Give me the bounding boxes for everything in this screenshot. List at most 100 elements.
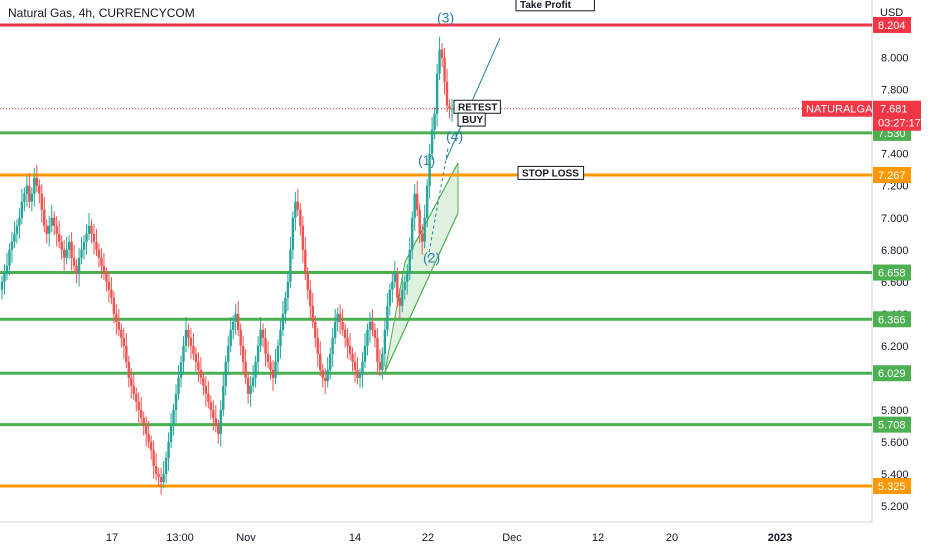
candle-body[interactable] xyxy=(179,361,183,378)
candle-body[interactable] xyxy=(418,209,421,234)
candle-body[interactable] xyxy=(316,337,319,354)
candle-body[interactable] xyxy=(254,361,257,378)
candle-body[interactable] xyxy=(187,329,190,338)
candle-body[interactable] xyxy=(249,385,252,394)
candle-body[interactable] xyxy=(95,241,98,250)
candle-body[interactable] xyxy=(97,249,101,258)
candle-body[interactable] xyxy=(314,321,317,338)
candle-body[interactable] xyxy=(120,329,123,338)
candle-body[interactable] xyxy=(125,345,128,362)
candle-body[interactable] xyxy=(450,108,454,110)
candle-body[interactable] xyxy=(309,289,312,306)
candle-body[interactable] xyxy=(100,257,103,266)
candle-body[interactable] xyxy=(336,313,339,322)
candle-body[interactable] xyxy=(373,329,377,338)
candle-body[interactable] xyxy=(45,225,48,234)
candle-body[interactable] xyxy=(411,217,414,250)
candle-body[interactable] xyxy=(43,209,46,226)
candle-body[interactable] xyxy=(351,353,354,362)
candle-body[interactable] xyxy=(435,73,439,114)
candle-body[interactable] xyxy=(127,361,130,378)
candle-body[interactable] xyxy=(8,249,11,266)
candle-body[interactable] xyxy=(25,185,29,194)
candle-body[interactable] xyxy=(264,337,267,354)
candle-body[interactable] xyxy=(10,241,14,250)
candle-body[interactable] xyxy=(182,345,185,362)
candle-body[interactable] xyxy=(177,377,180,394)
candle-body[interactable] xyxy=(90,225,93,234)
candle-body[interactable] xyxy=(286,281,290,298)
candle-body[interactable] xyxy=(152,449,155,466)
candle-body[interactable] xyxy=(189,337,193,346)
candle-body[interactable] xyxy=(154,465,158,474)
candle-body[interactable] xyxy=(341,321,344,330)
candle-body[interactable] xyxy=(433,113,436,130)
candle-body[interactable] xyxy=(85,233,88,242)
candle-body[interactable] xyxy=(28,185,31,202)
candle-body[interactable] xyxy=(202,377,205,386)
candle-body[interactable] xyxy=(443,57,446,82)
candle-body[interactable] xyxy=(102,265,106,274)
candle-body[interactable] xyxy=(363,345,367,362)
candle-body[interactable] xyxy=(135,393,138,402)
candle-body[interactable] xyxy=(388,289,392,306)
candle-body[interactable] xyxy=(301,225,305,250)
candle-body[interactable] xyxy=(18,217,21,226)
candle-body[interactable] xyxy=(40,193,43,210)
candle-body[interactable] xyxy=(406,273,409,282)
candle-body[interactable] xyxy=(105,273,108,282)
candle-body[interactable] xyxy=(279,329,282,346)
candle-body[interactable] xyxy=(366,329,369,346)
candle-body[interactable] xyxy=(207,393,210,402)
annotation-box[interactable] xyxy=(517,165,585,180)
candle-body[interactable] xyxy=(204,385,208,394)
candle-body[interactable] xyxy=(5,265,9,274)
candle-body[interactable] xyxy=(234,313,237,322)
candle-body[interactable] xyxy=(87,225,91,234)
candle-body[interactable] xyxy=(167,441,170,458)
candle-body[interactable] xyxy=(296,201,300,210)
candle-body[interactable] xyxy=(15,225,19,234)
candle-body[interactable] xyxy=(55,225,58,234)
candle-body[interactable] xyxy=(438,49,441,74)
candle-body[interactable] xyxy=(67,241,71,250)
candle-body[interactable] xyxy=(321,369,324,378)
candle-body[interactable] xyxy=(184,329,188,346)
candle-body[interactable] xyxy=(33,177,36,194)
candle-body[interactable] xyxy=(333,321,337,338)
candle-body[interactable] xyxy=(75,265,78,274)
candle-body[interactable] xyxy=(304,249,307,274)
candle-body[interactable] xyxy=(122,337,126,346)
annotation-box[interactable] xyxy=(515,0,595,12)
candle-body[interactable] xyxy=(169,425,173,442)
candle-body[interactable] xyxy=(229,329,232,346)
candle-body[interactable] xyxy=(110,289,113,298)
candle-body[interactable] xyxy=(348,345,352,354)
candle-body[interactable] xyxy=(423,217,426,242)
candle-body[interactable] xyxy=(324,377,327,382)
candle-body[interactable] xyxy=(219,409,222,434)
candle-body[interactable] xyxy=(353,361,357,370)
candle-body[interactable] xyxy=(23,193,26,202)
candle-body[interactable] xyxy=(112,297,116,314)
candle-body[interactable] xyxy=(62,249,66,258)
candle-body[interactable] xyxy=(378,361,382,370)
candle-body[interactable] xyxy=(251,377,255,386)
candle-body[interactable] xyxy=(420,233,424,242)
candle-body[interactable] xyxy=(224,361,227,386)
candle-body[interactable] xyxy=(343,329,347,338)
candle-body[interactable] xyxy=(3,273,6,282)
candle-body[interactable] xyxy=(440,49,444,58)
candle-body[interactable] xyxy=(338,313,342,322)
candle-body[interactable] xyxy=(35,177,39,186)
candle-body[interactable] xyxy=(408,249,411,274)
candle-body[interactable] xyxy=(137,401,140,410)
candle-body[interactable] xyxy=(232,321,235,330)
candle-body[interactable] xyxy=(144,425,148,434)
candle-body[interactable] xyxy=(149,441,153,450)
candle-body[interactable] xyxy=(291,217,295,250)
candle-body[interactable] xyxy=(147,433,150,442)
candle-body[interactable] xyxy=(80,249,83,258)
candle-body[interactable] xyxy=(428,153,431,186)
